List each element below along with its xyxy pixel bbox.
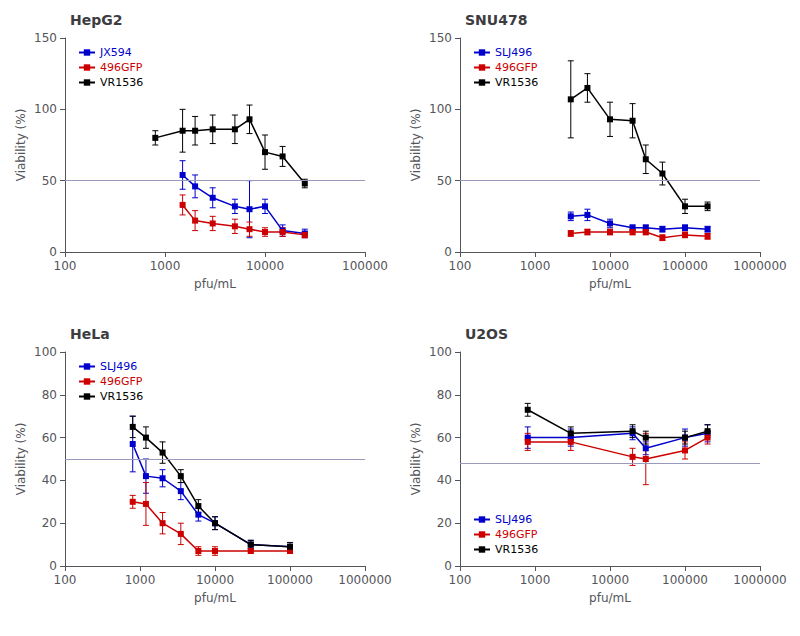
svg-text:pfu/mL: pfu/mL <box>589 591 631 605</box>
svg-text:1000: 1000 <box>125 573 156 587</box>
svg-text:Viability (%): Viability (%) <box>409 109 423 182</box>
svg-text:Viability (%): Viability (%) <box>14 109 28 182</box>
svg-text:pfu/mL: pfu/mL <box>194 591 236 605</box>
svg-text:U2OS: U2OS <box>465 326 508 342</box>
svg-text:0: 0 <box>49 245 57 259</box>
svg-text:80: 80 <box>437 388 452 402</box>
svg-text:VR1536: VR1536 <box>100 76 143 89</box>
svg-text:40: 40 <box>42 473 57 487</box>
svg-text:VR1536: VR1536 <box>495 543 538 556</box>
svg-text:20: 20 <box>437 516 452 530</box>
svg-text:SNU478: SNU478 <box>465 12 527 28</box>
svg-text:0: 0 <box>444 245 452 259</box>
svg-text:496GFP: 496GFP <box>100 61 143 74</box>
svg-text:60: 60 <box>42 431 57 445</box>
svg-text:HepG2: HepG2 <box>70 12 122 28</box>
svg-text:100000: 100000 <box>342 259 388 273</box>
svg-text:1000000: 1000000 <box>733 573 786 587</box>
svg-text:SLJ496: SLJ496 <box>100 360 137 373</box>
svg-text:100: 100 <box>449 573 472 587</box>
svg-text:80: 80 <box>42 388 57 402</box>
svg-text:100: 100 <box>449 259 472 273</box>
svg-text:40: 40 <box>437 473 452 487</box>
svg-text:0: 0 <box>444 559 452 573</box>
svg-text:100: 100 <box>34 345 57 359</box>
svg-text:1000000: 1000000 <box>733 259 786 273</box>
svg-text:50: 50 <box>42 174 57 188</box>
svg-text:100: 100 <box>429 345 452 359</box>
svg-text:Viability (%): Viability (%) <box>409 423 423 496</box>
svg-text:1000000: 1000000 <box>338 573 391 587</box>
svg-text:1000: 1000 <box>150 259 181 273</box>
svg-text:Viability (%): Viability (%) <box>14 423 28 496</box>
svg-text:1000: 1000 <box>520 259 551 273</box>
svg-text:100000: 100000 <box>267 573 313 587</box>
svg-text:SLJ496: SLJ496 <box>495 46 532 59</box>
svg-text:496GFP: 496GFP <box>495 61 538 74</box>
svg-text:10000: 10000 <box>591 573 629 587</box>
svg-text:100: 100 <box>54 573 77 587</box>
svg-text:VR1536: VR1536 <box>100 390 143 403</box>
svg-text:100: 100 <box>54 259 77 273</box>
svg-text:100: 100 <box>429 102 452 116</box>
svg-text:10000: 10000 <box>246 259 284 273</box>
svg-text:VR1536: VR1536 <box>495 76 538 89</box>
svg-text:50: 50 <box>437 174 452 188</box>
svg-text:10000: 10000 <box>196 573 234 587</box>
svg-text:20: 20 <box>42 516 57 530</box>
svg-text:150: 150 <box>34 31 57 45</box>
svg-text:SLJ496: SLJ496 <box>495 513 532 526</box>
svg-text:1000: 1000 <box>520 573 551 587</box>
svg-text:JX594: JX594 <box>99 46 132 59</box>
svg-text:100: 100 <box>34 102 57 116</box>
svg-text:0: 0 <box>49 559 57 573</box>
svg-text:60: 60 <box>437 431 452 445</box>
svg-text:496GFP: 496GFP <box>495 528 538 541</box>
svg-text:pfu/mL: pfu/mL <box>194 277 236 291</box>
svg-text:10000: 10000 <box>591 259 629 273</box>
svg-text:496GFP: 496GFP <box>100 375 143 388</box>
svg-text:pfu/mL: pfu/mL <box>589 277 631 291</box>
svg-text:150: 150 <box>429 31 452 45</box>
svg-text:100000: 100000 <box>662 573 708 587</box>
svg-text:HeLa: HeLa <box>70 326 110 342</box>
svg-text:100000: 100000 <box>662 259 708 273</box>
